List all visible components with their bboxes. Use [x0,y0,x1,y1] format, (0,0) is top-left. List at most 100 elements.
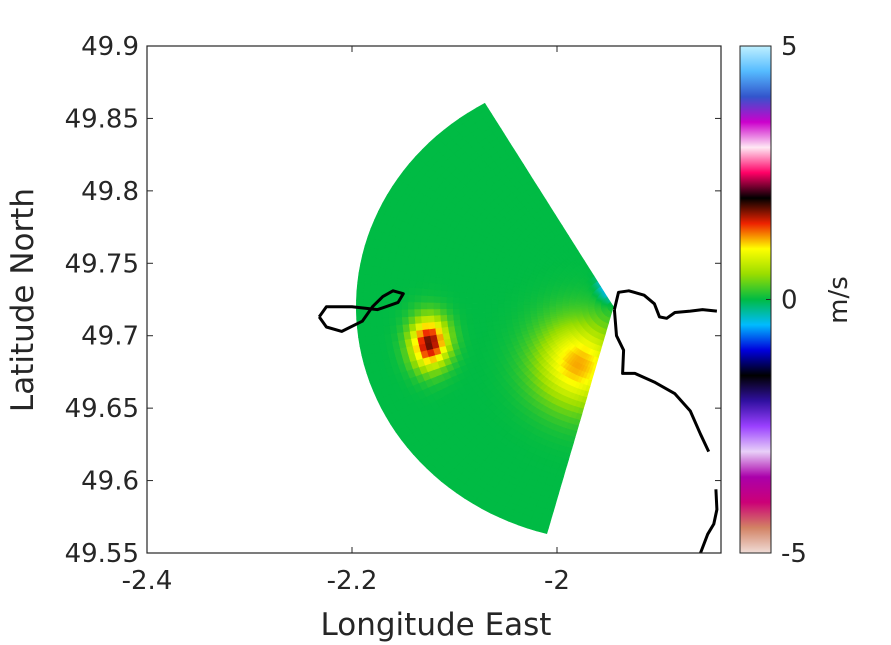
y-tick-label: 49.55 [65,539,139,569]
velocity-cell [355,309,364,320]
velocity-cell [478,298,486,305]
velocity-cell [465,292,474,299]
velocity-cell [375,283,384,294]
velocity-cell [523,307,531,312]
velocity-cell [381,317,390,327]
velocity-cell [497,307,505,313]
velocity-cell [471,297,480,304]
velocity-cell [484,307,492,314]
velocity-cell [414,315,422,324]
x-tick-label: -2.2 [327,566,378,596]
velocity-cell [458,308,467,315]
velocity-cell [439,289,448,298]
velocity-cell [459,318,468,326]
y-tick-label: 49.7 [81,322,139,352]
velocity-cell [471,308,479,314]
velocity-cell [523,304,531,309]
velocity-cell [420,287,429,296]
coastline [612,309,711,453]
velocity-cell [433,289,442,297]
coastline-layer [317,289,719,553]
velocity-cell [446,314,454,322]
velocity-cell [368,291,377,302]
y-tick-label: 49.85 [65,104,139,134]
velocity-cell [426,301,434,310]
velocity-cell [510,303,518,309]
velocity-cell [440,283,449,292]
colorbar-unit-label: m/s [824,276,854,324]
y-tick-label: 49.75 [65,249,139,279]
velocity-cell [478,312,486,319]
velocity-cell [452,291,461,298]
velocity-cell [420,308,428,317]
velocity-cell [426,308,435,317]
velocity-cell [388,309,396,318]
velocity-cell [484,312,493,318]
velocity-cell [420,315,429,324]
velocity-cell [433,314,441,323]
y-tick-label: 49.65 [65,394,139,424]
velocity-cell [465,302,473,309]
velocity-cell [413,294,422,303]
velocity-cell [491,311,499,318]
colorbar-ticks: 5 0 -5 [766,32,807,569]
y-tick-label: 49.6 [81,467,139,497]
velocity-cell [452,296,460,304]
velocity-cell [490,307,499,313]
velocity-cell [357,272,366,284]
velocity-cell [484,298,492,305]
velocity-cell [433,320,442,329]
velocity-cell [400,308,409,318]
velocity-cell [458,302,466,309]
velocity-cell [459,291,467,299]
velocity-cell [446,319,455,328]
velocity-cell [439,296,447,304]
velocity-cell [381,309,390,319]
velocity-cell [362,291,371,302]
velocity-cell [358,263,368,275]
x-tick-label: -2 [544,566,570,596]
velocity-cell [510,307,518,313]
velocity-cell [401,323,410,333]
y-axis-ticks: 49.55 49.6 49.65 49.7 49.75 49.8 49.85 49.9 [65,32,721,569]
velocity-cell [427,321,436,330]
velocity-cell [458,313,467,320]
x-axis-ticks: -2.4 -2.2 -2 [122,46,570,596]
velocity-cell [434,282,442,291]
x-axis-title: Longitude East [321,607,552,643]
velocity-cell [503,303,511,309]
velocity-cell [516,304,524,309]
velocity-cell [439,308,447,316]
velocity-cell [357,327,366,338]
velocity-cell [490,299,499,305]
velocity-cell [362,282,371,293]
velocity-cell [460,324,469,331]
coastline [612,289,718,320]
velocity-cell [485,316,493,323]
y-axis-title: Latitude North [5,188,41,412]
coastline [317,289,405,333]
velocity-cell [421,321,429,331]
velocity-cell [510,311,518,316]
velocity-cell [497,303,505,309]
velocity-cell [478,307,486,314]
velocity-cell [542,307,550,311]
velocity-cell [465,297,473,304]
velocity-cell [358,336,367,347]
velocity-cell [490,303,499,309]
velocity-cell [445,296,454,304]
colorbar-tick-label: 0 [781,286,798,316]
velocity-cell [356,291,364,302]
velocity-cell [497,311,505,317]
y-tick-label: 49.9 [81,32,139,62]
velocity-cell [446,290,454,298]
velocity-cell [420,294,428,303]
velocity-cell [445,308,454,316]
velocity-cell [375,317,384,327]
coastline [699,489,719,553]
velocity-cell [414,322,423,331]
velocity-cell [407,301,415,310]
velocity-cell [555,307,563,310]
velocity-cell [388,316,397,326]
